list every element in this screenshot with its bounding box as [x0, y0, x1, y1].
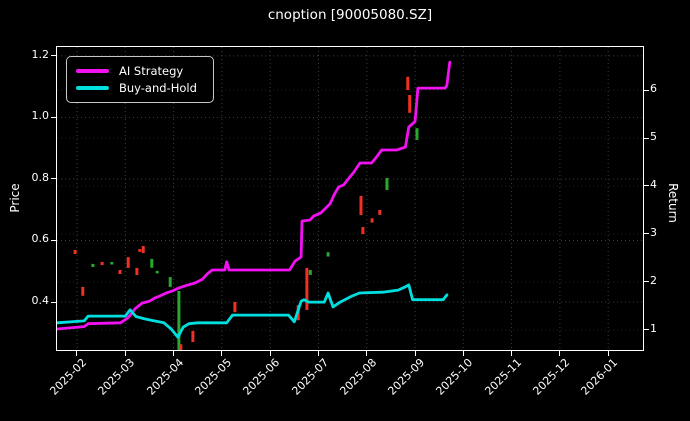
x-tick-mark	[607, 351, 609, 356]
y-right-tick-mark	[644, 329, 649, 331]
x-tick-mark	[269, 351, 271, 356]
x-tick-mark	[511, 351, 513, 356]
chart-title: cnoption [90005080.SZ]	[267, 7, 433, 23]
down-candle-wick	[100, 262, 104, 266]
y-right-tick-mark	[644, 281, 649, 283]
down-candle-wick	[81, 286, 85, 296]
x-tick-mark	[559, 351, 561, 356]
buy-and-hold-line-swatch	[76, 86, 109, 90]
down-candle-wick	[305, 267, 309, 310]
x-tick-label: 2025-03	[95, 356, 138, 398]
buy-and-hold-line	[57, 283, 449, 339]
up-candle-wick	[308, 270, 312, 275]
x-tick-label: 2025-10	[433, 356, 476, 398]
y-left-tick-mark	[51, 178, 56, 180]
x-tick-label: 2025-06	[240, 356, 283, 398]
y-right-tick-label: 4	[650, 177, 657, 191]
y-axis-label-price: Price	[8, 183, 22, 213]
down-candle-wick	[73, 250, 77, 254]
down-candle-wick	[408, 95, 412, 113]
x-tick-label: 2025-11	[482, 356, 524, 398]
down-candle-wick	[406, 76, 410, 90]
x-tick-label: 2025-12	[530, 356, 573, 398]
y-right-tick-label: 6	[650, 82, 657, 95]
y-left-tick-label: 0.8	[31, 170, 50, 184]
y-left-tick-mark	[51, 116, 56, 118]
down-candle-wick	[378, 210, 382, 215]
x-tick-label: 2025-07	[288, 356, 331, 398]
down-candle-wick	[361, 227, 365, 235]
down-candle-wick	[138, 249, 142, 252]
up-candle-wick	[150, 258, 154, 268]
up-candle-wick	[155, 270, 159, 274]
x-tick-label: 2025-08	[337, 356, 379, 398]
y-right-tick-label: 3	[650, 225, 657, 239]
x-tick-mark	[414, 351, 416, 356]
x-tick-label: 2026-01	[578, 356, 621, 398]
y-right-tick-label: 5	[650, 130, 657, 143]
ai-strategy-line-swatch	[76, 69, 109, 73]
y-left-tick-mark	[51, 55, 56, 57]
x-tick-mark	[173, 351, 175, 356]
up-candle-wick	[168, 277, 172, 287]
legend-item-ai-strategy: AI Strategy	[76, 64, 213, 78]
y-axis-label-return: Return	[666, 183, 680, 223]
y-right-tick-label: 2	[650, 273, 657, 287]
down-candle-wick	[126, 257, 130, 268]
down-candle-wick	[135, 267, 139, 275]
up-candle-wick	[110, 262, 114, 265]
y-left-tick-label: 1.0	[31, 109, 50, 123]
legend-label-buy-and-hold: Buy-and-Hold	[119, 81, 197, 95]
y-right-tick-mark	[644, 185, 649, 187]
x-tick-mark	[124, 351, 126, 356]
y-left-tick-label: 0.6	[31, 232, 50, 246]
x-tick-mark	[462, 351, 464, 356]
down-candle-wick	[118, 270, 122, 274]
x-tick-mark	[221, 351, 223, 356]
y-right-tick-mark	[644, 137, 649, 139]
x-tick-label: 2025-09	[385, 356, 428, 398]
x-tick-label: 2025-05	[192, 356, 235, 398]
legend: AI Strategy Buy-and-Hold	[66, 56, 214, 103]
y-right-tick-mark	[644, 233, 649, 235]
down-candle-wick	[233, 302, 237, 313]
x-tick-mark	[317, 351, 319, 356]
down-candle-wick	[191, 330, 195, 342]
y-left-tick-label: 0.4	[31, 294, 50, 307]
up-candle-wick	[415, 128, 419, 140]
y-left-tick-mark	[51, 301, 56, 303]
down-candle-wick	[141, 246, 145, 254]
y-right-tick-label: 1	[650, 321, 657, 335]
up-candle-wick	[385, 178, 389, 190]
legend-item-buy-and-hold: Buy-and-Hold	[76, 81, 213, 95]
x-tick-mark	[366, 351, 368, 356]
down-candle-wick	[359, 195, 363, 215]
chart-canvas	[57, 47, 643, 350]
down-candle-wick	[370, 218, 374, 223]
y-right-tick-mark	[644, 89, 649, 91]
ai-strategy-line	[57, 60, 452, 331]
x-tick-label: 2025-02	[47, 356, 90, 398]
x-tick-mark	[76, 351, 78, 356]
up-candle-wick	[177, 290, 181, 350]
y-left-tick-mark	[51, 239, 56, 241]
up-candle-wick	[91, 263, 95, 267]
plot-area	[56, 46, 644, 351]
legend-label-ai-strategy: AI Strategy	[119, 64, 184, 78]
down-candle-wick	[179, 344, 183, 350]
y-left-tick-label: 1.2	[31, 47, 50, 61]
x-tick-label: 2025-04	[144, 356, 186, 398]
up-candle-wick	[326, 252, 330, 257]
